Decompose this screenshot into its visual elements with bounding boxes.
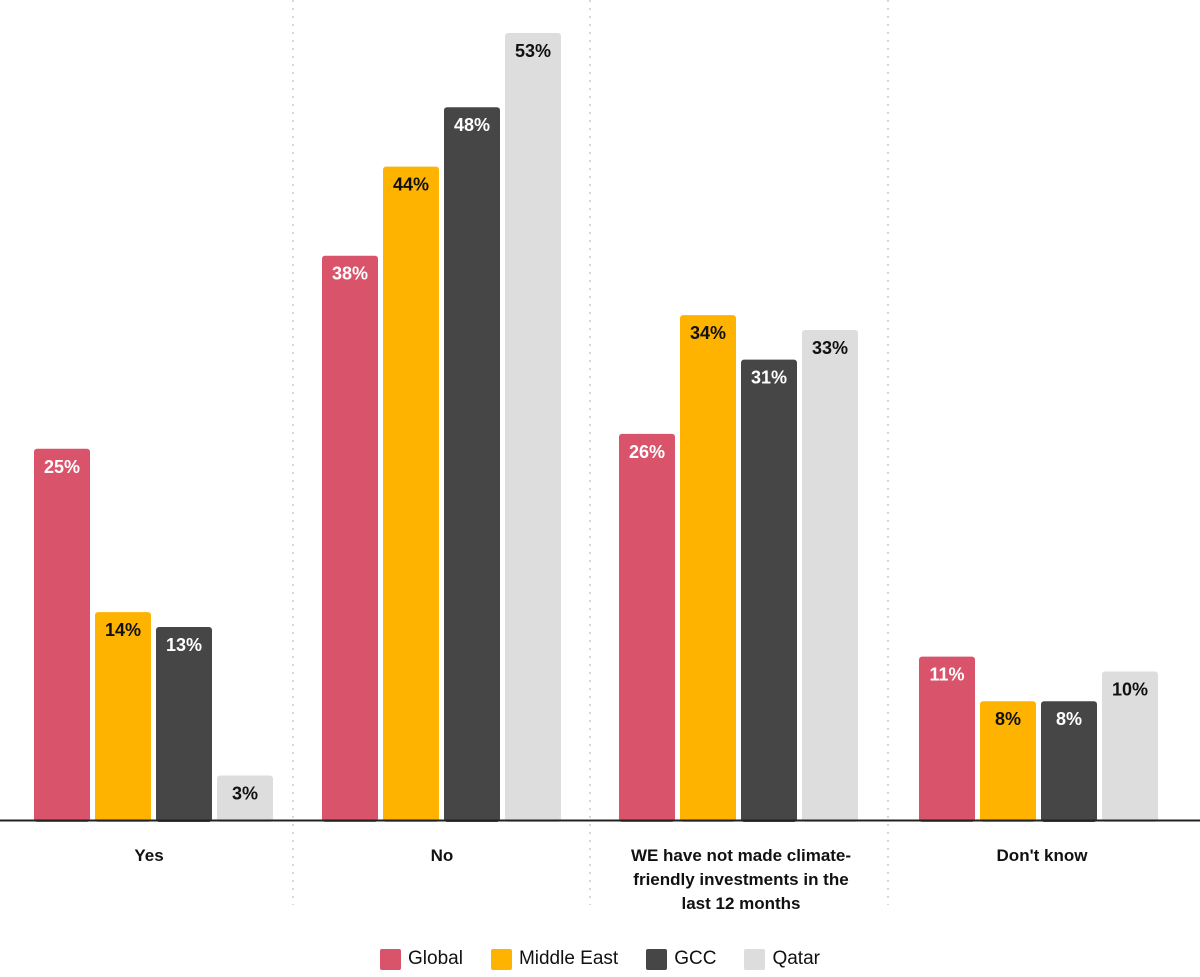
data-label: 13% [166, 635, 202, 655]
legend-item-middle-east: Middle East [490, 948, 619, 970]
bar-global [619, 433, 675, 822]
bar-qatar [1102, 671, 1158, 822]
bar-global [34, 448, 90, 822]
data-label: 3% [232, 783, 258, 803]
category-label-line: last 12 months [681, 894, 801, 913]
category-label: Yes [9, 844, 289, 868]
data-label: 34% [690, 323, 726, 343]
category-label: Don't know [902, 844, 1182, 868]
data-label: 11% [929, 665, 964, 685]
bar-qatar [802, 329, 858, 822]
bar-gcc [444, 107, 500, 822]
legend-swatch-qatar [744, 948, 766, 970]
bar-global [919, 656, 975, 822]
data-label: 8% [1056, 709, 1082, 729]
bar-gcc [1041, 701, 1097, 822]
category-label: No [302, 844, 582, 868]
legend-swatch-global [380, 948, 402, 970]
bar-middle-east [383, 166, 439, 823]
data-label: 25% [44, 457, 80, 477]
bar-qatar [505, 32, 561, 822]
bar-qatar [217, 775, 273, 822]
legend-swatch-middle-east [490, 948, 512, 970]
bar-gcc [156, 626, 212, 822]
legend-label-middle-east: Middle East [518, 948, 619, 969]
legend-label-global: Global [408, 948, 463, 969]
bar-gcc [741, 359, 797, 822]
bar-middle-east [680, 315, 736, 822]
legend: Global Middle East GCC Qatar [0, 948, 1200, 970]
data-label: 14% [105, 620, 141, 640]
data-label: 53% [515, 41, 551, 61]
data-label: 48% [454, 115, 490, 135]
data-label: 33% [812, 338, 848, 358]
data-label: 26% [629, 442, 665, 462]
legend-item-global: Global [380, 948, 463, 970]
category-label-line: Don't know [996, 846, 1088, 865]
legend-item-qatar: Qatar [744, 948, 820, 970]
bar-middle-east [980, 701, 1036, 822]
category-label-line: friendly investments in the [633, 870, 849, 889]
legend-label-gcc: GCC [674, 948, 717, 969]
bar-middle-east [95, 612, 151, 822]
data-label: 38% [332, 264, 368, 284]
legend-swatch-gcc [646, 948, 668, 970]
data-label: 44% [393, 175, 429, 195]
category-label-line: No [430, 846, 454, 865]
legend-item-gcc: GCC [646, 948, 716, 970]
legend-label-qatar: Qatar [772, 948, 820, 969]
data-label: 8% [995, 709, 1021, 729]
bar-global [322, 255, 378, 822]
category-label: WE have not made climate-friendly invest… [601, 844, 881, 916]
category-label-line: WE have not made climate- [630, 846, 852, 865]
data-label: 31% [751, 368, 787, 388]
category-label-line: Yes [134, 846, 164, 865]
data-label: 10% [1112, 680, 1148, 700]
